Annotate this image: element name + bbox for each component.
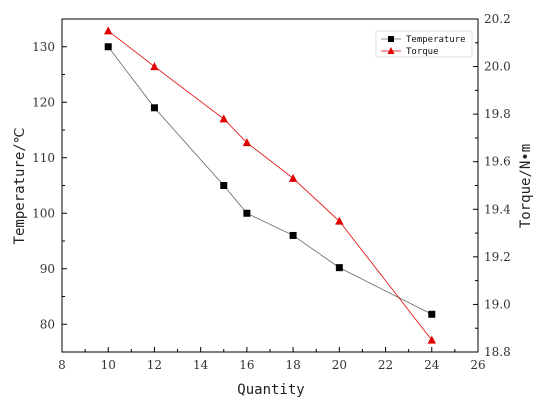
left-y-tick-label: 80 bbox=[40, 317, 55, 331]
x-tick-label: 16 bbox=[239, 358, 254, 372]
left-y-tick-label: 120 bbox=[32, 95, 55, 109]
x-tick-label: 18 bbox=[285, 358, 300, 372]
x-tick-label: 10 bbox=[101, 358, 116, 372]
torque-point bbox=[335, 216, 344, 225]
torque-point bbox=[427, 335, 436, 344]
temperature-point bbox=[289, 231, 297, 239]
torque-point bbox=[150, 62, 159, 71]
left-y-tick-label: 90 bbox=[40, 262, 55, 276]
x-tick-label: 24 bbox=[424, 358, 440, 372]
right-y-tick-label: 19.0 bbox=[484, 297, 511, 311]
right-y-tick-label: 19.6 bbox=[484, 155, 511, 169]
legend-temperature-label: Temperature bbox=[406, 35, 466, 45]
right-y-tick-label: 19.4 bbox=[484, 202, 511, 216]
right-y-tick-label: 20.2 bbox=[484, 12, 511, 26]
right-axis-title: Torque/N•m bbox=[518, 144, 534, 228]
left-y-tick-label: 130 bbox=[32, 40, 55, 54]
legend-torque-marker bbox=[387, 47, 395, 54]
right-y-tick-label: 19.2 bbox=[484, 250, 511, 264]
x-tick-label: 20 bbox=[332, 358, 347, 372]
temperature-point bbox=[243, 209, 251, 217]
right-y-tick-label: 19.8 bbox=[484, 107, 511, 121]
plot-area: 8 10 12 14 16 18 20 22 24 26 80 90 100 110 120 130 18.8 1… bbox=[32, 12, 511, 372]
torque-point bbox=[288, 173, 298, 182]
left-axis-title: Temperature/℃ bbox=[12, 128, 28, 245]
torque-point bbox=[219, 114, 228, 123]
x-axis-title: Quantity bbox=[237, 382, 304, 398]
temperature-point bbox=[335, 264, 343, 272]
temperature-point bbox=[220, 182, 228, 189]
temperature-point bbox=[150, 104, 158, 112]
legend: Temperature Torque bbox=[375, 30, 473, 58]
x-tick-label: 12 bbox=[147, 358, 162, 372]
right-y-tick-label: 18.8 bbox=[484, 345, 511, 359]
torque-point bbox=[242, 138, 252, 147]
legend-temperature-marker bbox=[388, 36, 394, 42]
temperature-point bbox=[428, 310, 436, 318]
torque-point bbox=[104, 26, 113, 35]
x-tick-label: 8 bbox=[58, 358, 66, 372]
left-y-tick-label: 110 bbox=[32, 151, 55, 165]
left-y-tick-label: 100 bbox=[32, 206, 55, 220]
x-tick-label: 26 bbox=[470, 358, 485, 372]
legend-torque-label: Torque bbox=[406, 47, 439, 57]
x-tick-label: 22 bbox=[378, 358, 393, 372]
temperature-point bbox=[104, 43, 112, 51]
x-tick-label: 14 bbox=[193, 358, 209, 372]
right-y-tick-label: 20.0 bbox=[484, 60, 511, 74]
